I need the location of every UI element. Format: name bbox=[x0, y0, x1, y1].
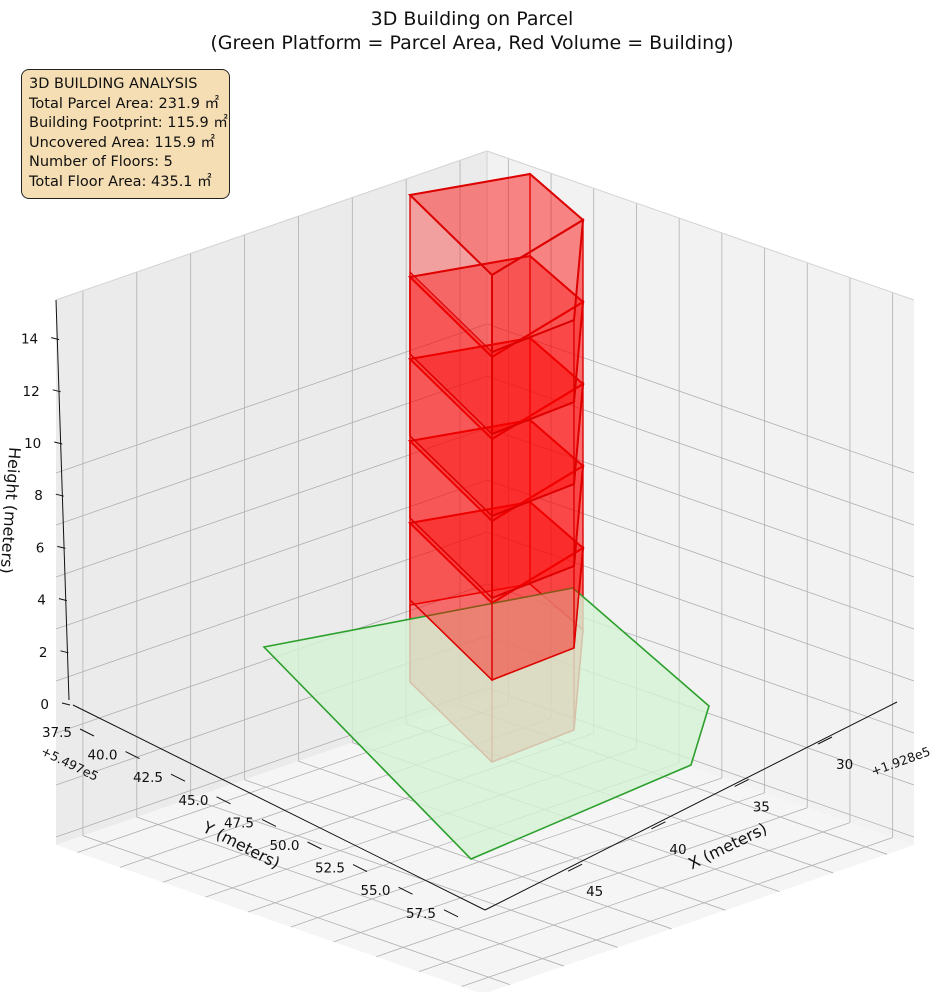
grid-line bbox=[486, 427, 915, 578]
floor-5 bbox=[407, 172, 585, 436]
chart-subtitle: (Green Platform = Parcel Area, Red Volum… bbox=[210, 32, 734, 54]
y-tick-label: 52.5 bbox=[315, 861, 345, 877]
pane-edge bbox=[55, 150, 488, 301]
y-tick bbox=[125, 751, 140, 760]
grid-line bbox=[55, 531, 488, 682]
grid-line bbox=[136, 816, 564, 967]
z-axis-line bbox=[55, 299, 70, 701]
grid-line bbox=[244, 779, 672, 930]
y-tick bbox=[398, 886, 413, 895]
x-tick bbox=[817, 736, 833, 745]
z-tick-label: 0 bbox=[40, 697, 49, 713]
grid-line bbox=[55, 375, 488, 526]
z-tick-label: 14 bbox=[21, 332, 38, 348]
y-tick bbox=[170, 773, 186, 782]
z-tick bbox=[54, 441, 63, 445]
z-tick-label: 8 bbox=[34, 488, 43, 504]
y-tick-label: 40.0 bbox=[87, 748, 117, 764]
y-tick bbox=[79, 728, 95, 737]
y-tick bbox=[261, 818, 277, 827]
grid-line bbox=[55, 427, 488, 578]
info-parcel-area: Total Parcel Area: 231.9 ㎡ bbox=[29, 95, 220, 112]
z-tick-label: 2 bbox=[39, 645, 48, 661]
grid-line bbox=[290, 777, 722, 928]
y-tick bbox=[216, 796, 231, 805]
x-axis-line bbox=[484, 701, 898, 911]
floor-3 bbox=[407, 336, 585, 600]
z-tick-label: 4 bbox=[37, 593, 46, 609]
grid-line bbox=[486, 375, 915, 526]
grid-line bbox=[55, 583, 488, 734]
grid-line bbox=[333, 792, 765, 943]
z-tick bbox=[52, 389, 61, 393]
z-tick bbox=[61, 702, 71, 706]
x-tick-label: 35 bbox=[753, 799, 770, 815]
info-floor-count: Number of Floors: 5 bbox=[29, 154, 173, 171]
grid-line bbox=[486, 479, 915, 630]
info-total-floor-area: Total Floor Area: 435.1 ㎡ bbox=[29, 173, 212, 190]
x-tick bbox=[734, 778, 749, 787]
y-tick-label: 45.0 bbox=[178, 793, 208, 809]
floor-4 bbox=[407, 254, 585, 518]
z-tick-label: 12 bbox=[23, 384, 40, 400]
floor-top-face bbox=[491, 218, 585, 354]
z-tick bbox=[57, 545, 66, 549]
z-tick-label: 10 bbox=[24, 436, 41, 452]
y-tick-label: 50.0 bbox=[269, 838, 299, 854]
y-tick-label: 57.5 bbox=[406, 906, 436, 922]
analysis-info-box: 3D BUILDING ANALYSIS Total Parcel Area: … bbox=[21, 69, 230, 199]
info-uncovered-area: Uncovered Area: 115.9 ㎡ bbox=[29, 134, 216, 151]
parcel-platform bbox=[262, 587, 710, 860]
grid-line bbox=[376, 807, 808, 958]
axis-lines bbox=[55, 299, 898, 911]
chart-shapes bbox=[262, 172, 710, 860]
z-tick bbox=[58, 598, 68, 602]
y-tick-label: 47.5 bbox=[224, 815, 254, 831]
y-tick bbox=[443, 909, 459, 918]
x-tick bbox=[567, 863, 583, 872]
z-tick bbox=[55, 493, 64, 497]
grid-line bbox=[461, 837, 893, 987]
tick-marks bbox=[51, 337, 833, 918]
x-tick-label: 30 bbox=[836, 757, 853, 773]
x-tick bbox=[651, 821, 666, 830]
grid-line bbox=[486, 531, 915, 682]
grid-line bbox=[82, 835, 511, 986]
y-axis-line bbox=[72, 704, 486, 911]
info-building-footprint: Building Footprint: 115.9 ㎡ bbox=[29, 115, 228, 132]
y-tick-label: 37.5 bbox=[42, 725, 72, 741]
grid-line bbox=[55, 479, 488, 630]
z-axis-label: Height (meters) bbox=[0, 446, 24, 574]
info-heading: 3D BUILDING ANALYSIS bbox=[29, 76, 198, 92]
pane-edge bbox=[486, 150, 915, 301]
z-tick bbox=[60, 650, 69, 654]
grid-line bbox=[190, 798, 618, 948]
grid-line bbox=[486, 323, 915, 474]
grid-line bbox=[55, 323, 488, 474]
y-tick-label: 42.5 bbox=[133, 770, 163, 786]
grid-line bbox=[418, 822, 851, 973]
y-tick bbox=[307, 841, 322, 850]
x-tick-label: 40 bbox=[669, 842, 686, 858]
z-tick bbox=[51, 337, 60, 341]
chart-title: 3D Building on Parcel bbox=[370, 8, 574, 30]
floor-2 bbox=[407, 418, 585, 682]
y-tick-label: 55.0 bbox=[360, 883, 390, 899]
z-tick-label: 6 bbox=[36, 540, 45, 556]
x-tick-label: 45 bbox=[586, 884, 603, 900]
y-tick bbox=[352, 864, 368, 873]
